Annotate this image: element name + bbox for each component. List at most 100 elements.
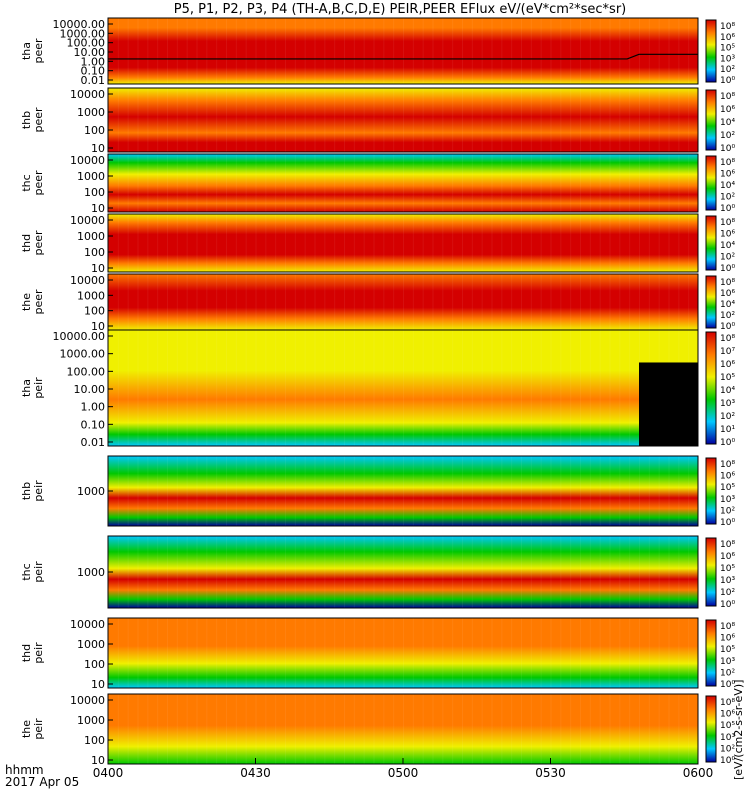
y-tick-label: 100 [84,246,105,259]
x-tick-label: 0400 [93,766,124,780]
colorbar-tick-label: 10² [720,131,735,141]
texture-column [137,618,139,688]
texture-column [609,154,611,212]
texture-column [471,274,473,330]
panel-label-instrument: peer [32,230,45,256]
texture-column [540,18,542,84]
texture-column [186,536,188,608]
texture-column [255,536,257,608]
spectrogram-image [108,214,698,272]
y-tick-label: 1000 [77,566,105,579]
texture-column [245,88,247,152]
data-gap-block [639,362,698,446]
y-tick-label: 10000 [70,154,105,167]
texture-column [422,88,424,152]
texture-column [658,18,660,84]
texture-column [412,694,414,764]
x-axis: hhmm 2017 Apr 05 0400 0430 0500 0530 0600 [5,758,713,789]
texture-column [265,274,267,330]
texture-column [501,536,503,608]
y-tick-label: 100 [84,305,105,318]
panel-frame [107,329,699,447]
texture-column [462,154,463,212]
texture-column [245,214,247,272]
y-tick-label: 1000 [77,714,105,727]
y-tick-label: 10000 [70,274,105,287]
texture-column [275,694,277,764]
y-tick-label: 1000.00 [60,348,106,361]
texture-column [560,154,562,212]
texture-column [452,618,454,688]
texture-column [363,694,365,764]
colorbar [705,457,717,525]
panel-label-probe: thd [20,234,33,252]
texture-column [589,274,591,330]
spectrogram-image [108,330,698,446]
texture-column [560,274,562,330]
panel-label-instrument: peir [32,718,45,740]
texture-column [167,18,168,84]
texture-column [412,456,414,526]
texture-column [216,154,218,212]
texture-column [176,694,178,764]
texture-column [245,274,247,330]
texture-column [294,18,296,84]
texture-column [353,18,355,84]
texture-column [216,274,218,330]
texture-column [157,154,159,212]
panel-label-probe: the [20,720,33,738]
y-tick-label: 10.00 [74,46,106,59]
texture-column [432,18,434,84]
texture-column [452,88,454,152]
texture-column [216,694,218,764]
texture-column [137,214,139,272]
texture-column [678,536,680,608]
texture-column [127,154,129,212]
texture-column [127,274,129,330]
colorbar [705,275,717,329]
texture-column [127,18,129,84]
texture-column [412,18,414,84]
colorbar-tick-label: 10⁵ [720,44,735,54]
colorbar-tick-label: 10⁸ [720,92,735,102]
texture-column [324,536,326,608]
texture-column [619,154,621,212]
texture-column [668,214,670,272]
y-tick-label: 0.10 [81,418,106,431]
y-tick-label: 10 [91,142,105,155]
panel-thb-peer: 10000 1000 100 10 thb peer 10⁸ 10⁶ 10⁴ 10² 10⁰ [20,87,735,155]
texture-column [304,88,306,152]
texture-column [599,618,601,688]
texture-column [491,214,493,272]
y-tick-label: 100.00 [67,37,106,50]
texture-column [363,456,365,526]
texture-column [609,618,611,688]
texture-column [452,274,454,330]
texture-column [422,274,424,330]
texture-column [580,88,581,152]
texture-column [206,618,208,688]
texture-column [176,456,178,526]
texture-column [186,214,188,272]
texture-column [491,456,493,526]
texture-column [157,214,159,272]
texture-column [353,456,355,526]
texture-column [422,18,424,84]
texture-column [373,456,375,526]
texture-column [137,536,139,608]
texture-column [353,330,355,446]
texture-column [471,154,473,212]
texture-column [501,18,503,84]
y-tick-label: 10000.00 [53,18,106,31]
texture-column [629,274,631,330]
texture-column [196,214,198,272]
texture-column [393,618,395,688]
panel-label-instrument: peir [32,642,45,664]
colorbar-tick-label: 10⁸ [720,622,735,632]
texture-column [452,694,454,764]
texture-column [265,88,267,152]
texture-column [147,536,149,608]
